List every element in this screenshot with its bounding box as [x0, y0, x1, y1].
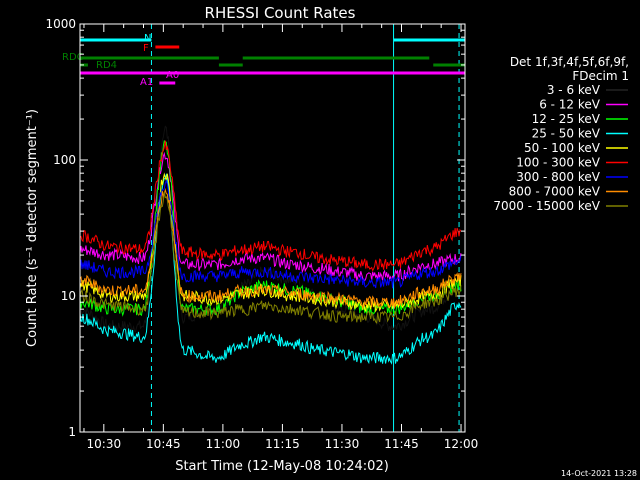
legend-label: 50 - 100 keV — [524, 141, 601, 155]
x-axis-label: Start Time (12-May-08 10:24:02) — [175, 459, 389, 474]
x-tick-label: 11:15 — [265, 437, 300, 451]
series-line-5 — [79, 140, 462, 272]
flag-label-rd4: RD4 — [96, 60, 117, 71]
x-tick-label: 12:00 — [444, 437, 479, 451]
flag-label-rdc: RDC — [62, 52, 84, 63]
y-tick-label: 10 — [61, 289, 76, 303]
flag-label-a1: A1 — [140, 77, 153, 88]
series-line-7 — [79, 187, 462, 310]
legend-label: 25 - 50 keV — [532, 127, 601, 141]
flag-label-a0: A0 — [166, 70, 179, 81]
plot-frame — [79, 23, 466, 433]
series-line-0 — [79, 125, 462, 333]
series-line-8 — [79, 191, 462, 325]
legend-label: 300 - 800 keV — [516, 170, 600, 184]
legend-label: 7000 - 15000 keV — [493, 199, 600, 213]
series-line-1 — [79, 151, 462, 282]
series-line-3 — [79, 173, 462, 365]
y-tick-label: 100 — [53, 153, 76, 167]
legend-header-line2: FDecim 1 — [572, 69, 629, 83]
x-tick-label: 11:00 — [206, 437, 241, 451]
x-tick-label: 11:30 — [325, 437, 360, 451]
chart-title: RHESSI Count Rates — [205, 4, 356, 22]
x-tick-label: 10:30 — [87, 437, 122, 451]
legend-label: 800 - 7000 keV — [509, 185, 601, 199]
x-tick-label: 11:45 — [384, 437, 419, 451]
flag-label-f: F — [143, 43, 149, 54]
legend-header-line1: Det 1f,3f,4f,5f,6f,9f, — [510, 55, 629, 69]
legend-label: 6 - 12 keV — [539, 98, 601, 112]
y-tick-label: 1 — [68, 425, 76, 439]
legend-label: 100 - 300 keV — [516, 156, 600, 170]
y-tick-label: 1000 — [45, 17, 76, 31]
legend-label: 3 - 6 keV — [547, 83, 601, 97]
legend-label: 12 - 25 keV — [532, 112, 601, 126]
y-axis-label: Count Rate (s⁻¹ detector segment⁻¹) — [25, 109, 40, 347]
timestamp: 14-Oct-2021 13:28 — [561, 469, 637, 478]
series-line-6 — [79, 179, 462, 289]
x-tick-label: 10:45 — [146, 437, 181, 451]
